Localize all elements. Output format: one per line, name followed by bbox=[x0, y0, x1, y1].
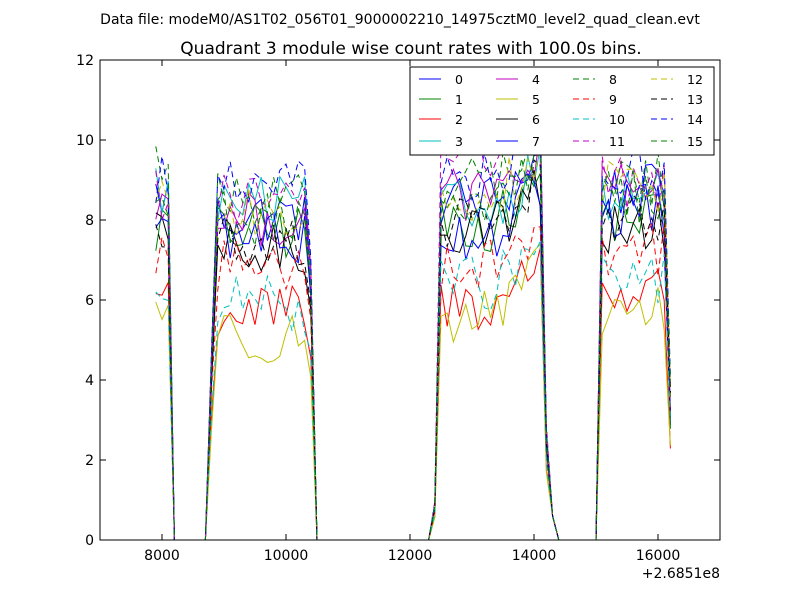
series-line-3 bbox=[155, 146, 671, 540]
x-tick-label: 16000 bbox=[636, 548, 681, 564]
legend-label-6: 6 bbox=[532, 112, 540, 127]
series-line-2 bbox=[155, 247, 671, 540]
legend-label-4: 4 bbox=[532, 72, 540, 87]
x-tick-label: 12000 bbox=[388, 548, 433, 564]
y-tick-label: 6 bbox=[85, 293, 94, 309]
series-layer bbox=[155, 106, 671, 540]
legend-label-9: 9 bbox=[609, 92, 617, 107]
series-line-4 bbox=[155, 129, 671, 540]
legend-label-14: 14 bbox=[687, 112, 703, 127]
legend-label-5: 5 bbox=[532, 92, 540, 107]
series-line-5 bbox=[155, 242, 671, 540]
legend-label-10: 10 bbox=[609, 112, 625, 127]
legend-label-2: 2 bbox=[455, 112, 463, 127]
x-tick-label: 10000 bbox=[264, 548, 309, 564]
legend-label-0: 0 bbox=[455, 72, 463, 87]
series-line-13 bbox=[155, 159, 671, 540]
series-line-12 bbox=[155, 142, 671, 540]
legend-label-11: 11 bbox=[609, 134, 625, 149]
y-tick-label: 10 bbox=[76, 133, 94, 149]
y-tick-label: 2 bbox=[85, 453, 94, 469]
series-line-10 bbox=[155, 241, 671, 540]
series-line-1 bbox=[155, 173, 671, 540]
legend-label-1: 1 bbox=[455, 92, 463, 107]
y-tick-label: 4 bbox=[85, 373, 94, 389]
legend-box bbox=[409, 66, 715, 156]
legend-label-13: 13 bbox=[687, 92, 703, 107]
series-line-9 bbox=[155, 221, 671, 540]
series-line-7 bbox=[155, 173, 671, 540]
series-line-0 bbox=[155, 154, 671, 540]
x-tick-label: 14000 bbox=[512, 548, 557, 564]
suptitle: Data file: modeM0/AS1T02_056T01_90000022… bbox=[100, 12, 700, 28]
legend-label-7: 7 bbox=[532, 134, 540, 149]
y-tick-label: 8 bbox=[85, 213, 94, 229]
x-tick-label: 8000 bbox=[144, 548, 180, 564]
series-line-14 bbox=[155, 114, 671, 540]
series-line-11 bbox=[155, 106, 671, 540]
legend-label-8: 8 bbox=[609, 72, 617, 87]
y-tick-label: 0 bbox=[85, 533, 94, 549]
series-line-8 bbox=[155, 135, 671, 540]
series-line-6 bbox=[155, 170, 671, 540]
legend-label-12: 12 bbox=[687, 72, 703, 87]
chart-title: Quadrant 3 module wise count rates with … bbox=[180, 39, 641, 59]
x-offset-label: +2.6851e8 bbox=[642, 566, 720, 582]
legend-label-3: 3 bbox=[455, 134, 463, 149]
y-tick-label: 12 bbox=[76, 53, 94, 69]
legend-label-15: 15 bbox=[687, 134, 703, 149]
